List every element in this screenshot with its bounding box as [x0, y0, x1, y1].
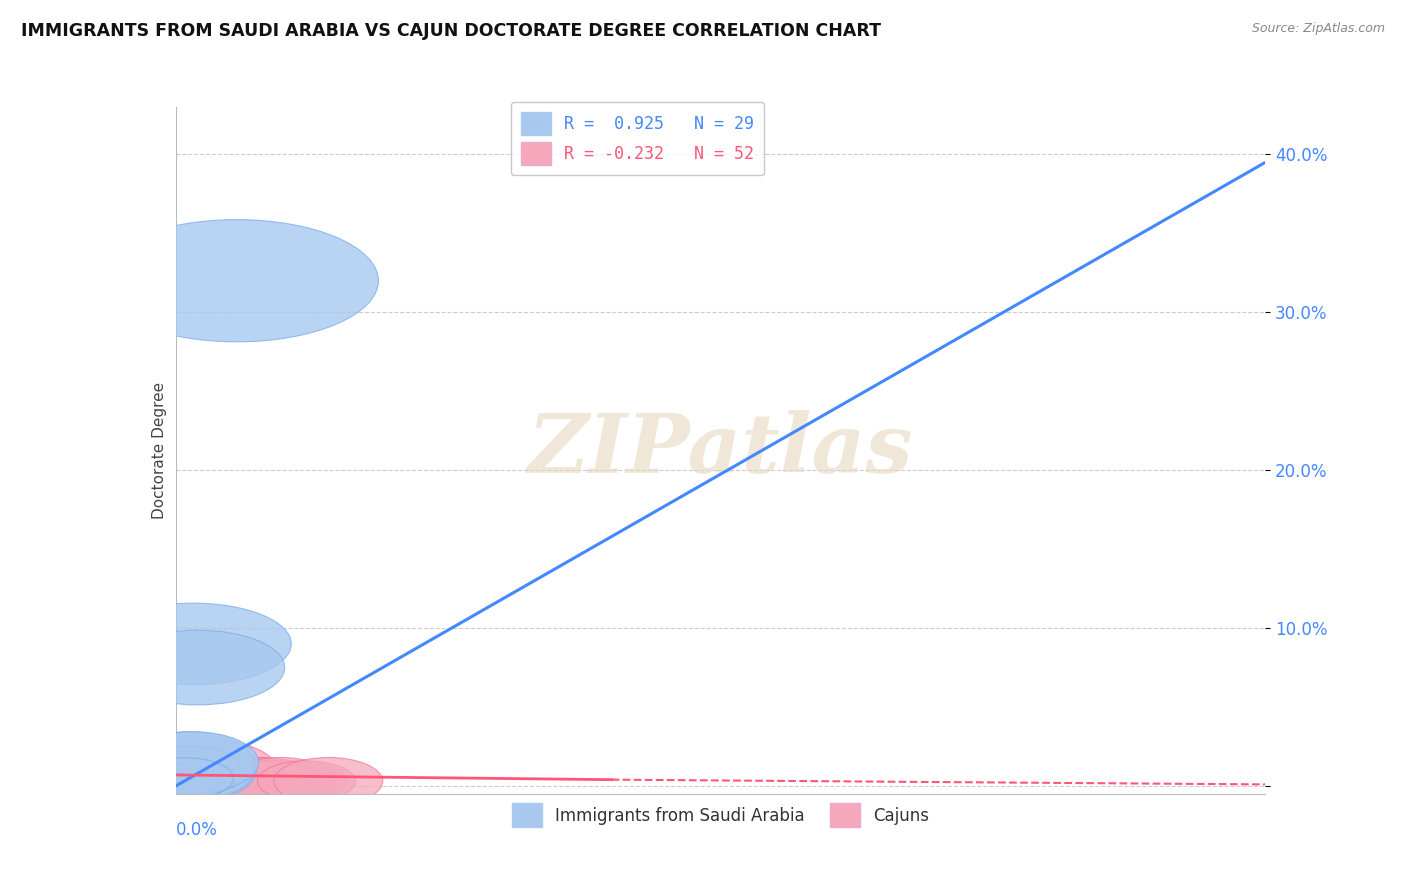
Ellipse shape	[274, 757, 382, 805]
Ellipse shape	[191, 757, 299, 805]
Ellipse shape	[135, 757, 233, 798]
Ellipse shape	[222, 761, 321, 802]
Ellipse shape	[139, 757, 247, 805]
Ellipse shape	[96, 603, 291, 685]
Ellipse shape	[143, 757, 252, 805]
Ellipse shape	[142, 764, 218, 798]
Ellipse shape	[139, 757, 247, 805]
Ellipse shape	[141, 757, 228, 798]
Ellipse shape	[160, 757, 270, 805]
Text: ZIPatlas: ZIPatlas	[527, 410, 914, 491]
Ellipse shape	[150, 754, 270, 808]
Ellipse shape	[142, 764, 218, 798]
Ellipse shape	[135, 747, 243, 794]
Ellipse shape	[141, 757, 228, 798]
Ellipse shape	[141, 757, 228, 798]
Ellipse shape	[201, 761, 299, 802]
Ellipse shape	[135, 757, 233, 798]
Ellipse shape	[145, 761, 242, 802]
Ellipse shape	[209, 761, 308, 802]
Ellipse shape	[141, 757, 228, 798]
Ellipse shape	[124, 746, 254, 807]
Ellipse shape	[142, 764, 218, 798]
Legend: Immigrants from Saudi Arabia, Cajuns: Immigrants from Saudi Arabia, Cajuns	[505, 797, 936, 834]
Ellipse shape	[173, 757, 283, 805]
Ellipse shape	[183, 761, 281, 802]
Ellipse shape	[188, 761, 285, 802]
Ellipse shape	[141, 757, 228, 798]
Ellipse shape	[104, 736, 256, 805]
Ellipse shape	[249, 761, 347, 802]
Ellipse shape	[136, 757, 224, 798]
Ellipse shape	[226, 757, 335, 805]
Ellipse shape	[204, 757, 314, 805]
Ellipse shape	[129, 755, 239, 802]
Ellipse shape	[135, 757, 243, 805]
Ellipse shape	[136, 761, 224, 795]
Ellipse shape	[135, 757, 233, 798]
Ellipse shape	[129, 755, 239, 802]
Ellipse shape	[135, 757, 243, 805]
Ellipse shape	[136, 754, 267, 808]
Ellipse shape	[135, 757, 233, 798]
Ellipse shape	[169, 754, 288, 808]
Ellipse shape	[134, 754, 253, 808]
Ellipse shape	[134, 735, 253, 789]
Ellipse shape	[136, 751, 267, 805]
Y-axis label: Doctorate Degree: Doctorate Degree	[152, 382, 167, 519]
Ellipse shape	[145, 761, 242, 802]
Ellipse shape	[125, 751, 245, 805]
Ellipse shape	[155, 754, 285, 808]
Ellipse shape	[136, 764, 224, 798]
Ellipse shape	[135, 761, 233, 802]
Ellipse shape	[135, 739, 277, 801]
Ellipse shape	[257, 761, 356, 802]
Text: Source: ZipAtlas.com: Source: ZipAtlas.com	[1251, 22, 1385, 36]
Ellipse shape	[96, 219, 378, 342]
Ellipse shape	[142, 764, 218, 798]
Ellipse shape	[149, 754, 280, 808]
Ellipse shape	[193, 761, 290, 802]
Ellipse shape	[142, 754, 262, 808]
Ellipse shape	[136, 764, 224, 798]
Ellipse shape	[135, 757, 243, 805]
Ellipse shape	[135, 747, 243, 794]
Ellipse shape	[135, 747, 243, 794]
Ellipse shape	[145, 754, 276, 808]
Ellipse shape	[110, 631, 285, 705]
Ellipse shape	[149, 761, 246, 802]
Ellipse shape	[135, 757, 243, 805]
Ellipse shape	[169, 757, 278, 805]
Ellipse shape	[125, 757, 235, 805]
Ellipse shape	[129, 755, 239, 802]
Ellipse shape	[226, 761, 325, 802]
Ellipse shape	[135, 761, 233, 802]
Ellipse shape	[135, 747, 243, 794]
Ellipse shape	[142, 764, 218, 798]
Ellipse shape	[135, 755, 243, 802]
Ellipse shape	[128, 731, 259, 793]
Text: IMMIGRANTS FROM SAUDI ARABIA VS CAJUN DOCTORATE DEGREE CORRELATION CHART: IMMIGRANTS FROM SAUDI ARABIA VS CAJUN DO…	[21, 22, 882, 40]
Ellipse shape	[124, 739, 254, 801]
Ellipse shape	[142, 764, 218, 798]
Ellipse shape	[138, 754, 257, 808]
Text: 0.0%: 0.0%	[176, 822, 218, 839]
Ellipse shape	[124, 731, 254, 793]
Ellipse shape	[195, 757, 304, 805]
Ellipse shape	[135, 757, 233, 798]
Ellipse shape	[139, 747, 247, 794]
Ellipse shape	[208, 757, 318, 805]
